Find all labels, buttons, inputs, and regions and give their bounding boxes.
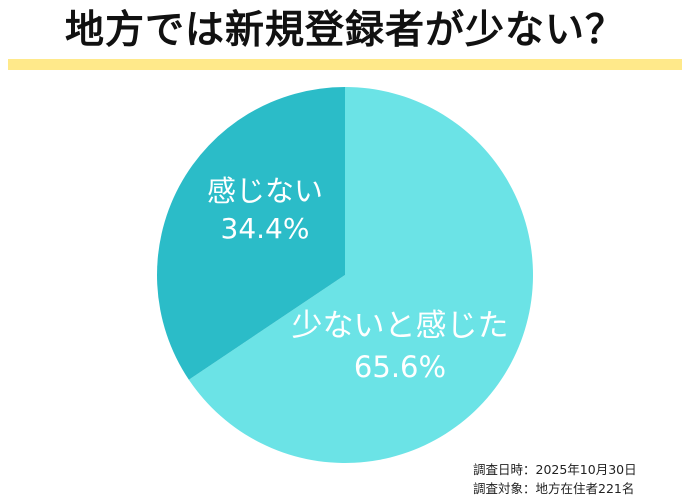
title-underline-bar xyxy=(8,59,682,70)
survey-target: 調査対象：地方在住者221名 xyxy=(473,481,635,496)
survey-date: 調査日時：2025年10月30日 xyxy=(473,462,637,477)
survey-footnote: 調査日時：2025年10月30日 調査対象：地方在住者221名 xyxy=(473,460,637,498)
slice-label-name: 感じない xyxy=(206,174,323,208)
slice-label-name: 少ないと感じた xyxy=(291,308,509,344)
chart-title: 地方では新規登録者が少ない？ xyxy=(64,8,625,53)
slice-kanjinai xyxy=(157,87,345,380)
slice-label-percent: 65.6% xyxy=(353,350,447,384)
slice-label-percent: 34.4% xyxy=(220,212,310,245)
slice-shonai-to-kanjita xyxy=(188,86,534,463)
slice-label-kanjinai: 感じない 34.4% xyxy=(185,172,345,248)
slice-label-shonai-to-kanjita: 少ないと感じた 65.6% xyxy=(270,305,530,387)
